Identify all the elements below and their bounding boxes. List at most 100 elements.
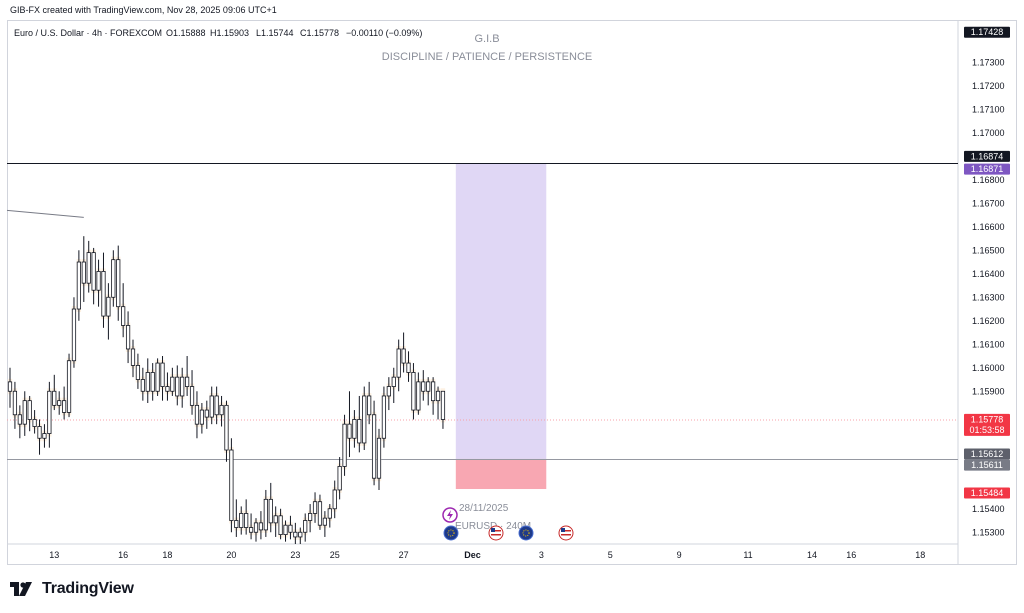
price-tag: 1.17428: [964, 26, 1010, 38]
tradingview-logo-icon: [10, 582, 32, 596]
price-tick-label: 1.16800: [972, 175, 1005, 185]
candle-body: [386, 386, 391, 397]
price-axis[interactable]: 1.17300 1.17200 1.17100 1.17000 1.16800 1.167…: [972, 57, 1005, 537]
levels-layer: [6, 163, 958, 460]
price-tick-label: 1.17300: [972, 57, 1005, 67]
candle-body: [258, 522, 264, 531]
candle: [376, 428, 382, 490]
candle-body: [435, 390, 441, 402]
candle-body: [175, 376, 180, 397]
position-layer: [455, 163, 547, 490]
candle: [357, 395, 362, 453]
legend-open: O1.15888: [166, 28, 206, 38]
candle: [91, 247, 96, 305]
candle-body: [121, 306, 126, 326]
eu-flag-icon[interactable]: [443, 525, 459, 541]
candle: [76, 250, 82, 321]
candle: [165, 372, 170, 401]
candle: [61, 386, 67, 420]
price-tick-label: 1.17000: [972, 128, 1005, 138]
price-tag-label: 1.16874: [971, 151, 1004, 161]
candle: [101, 252, 106, 328]
eu-flag-icon[interactable]: [518, 525, 534, 541]
tradingview-brand: TradingView: [42, 580, 134, 597]
price-tag-countdown: 01:53:58: [969, 425, 1004, 435]
event-markers[interactable]: 28/11/2025 EURUSD · 240M: [442, 503, 574, 541]
candle-body: [27, 400, 32, 420]
candle-body: [111, 259, 116, 298]
candle: [278, 508, 283, 540]
price-tag: 1.16871: [964, 163, 1010, 175]
candle-body: [396, 348, 401, 378]
us-flag-icon[interactable]: [558, 525, 574, 541]
candle-body: [391, 376, 396, 387]
candle-body: [32, 419, 37, 427]
candle: [32, 410, 37, 434]
candle-body: [37, 426, 42, 439]
candle: [421, 370, 426, 401]
candle: [52, 374, 57, 411]
candle: [396, 339, 401, 392]
candle-body: [96, 271, 101, 291]
price-tag-label: 1.15611: [971, 460, 1003, 470]
candle-body: [62, 400, 67, 413]
price-tag-label: 1.15612: [971, 449, 1004, 459]
price-tag-box: [964, 413, 1010, 436]
candle: [180, 367, 185, 408]
candle: [224, 400, 229, 462]
candle-body: [381, 395, 387, 439]
price-tag-label: 1.17428: [971, 27, 1004, 37]
candle-body: [219, 404, 224, 416]
candle-body: [180, 376, 185, 397]
candle: [219, 395, 224, 427]
footer: TradingView: [10, 578, 134, 600]
legend-symbol: Euro / U.S. Dollar · 4h · FOREXCOM: [14, 28, 162, 38]
candle-body: [248, 527, 254, 533]
price-tick-label: 1.16700: [972, 198, 1005, 208]
candle: [411, 363, 416, 420]
us-flag-icon[interactable]: [488, 525, 504, 541]
candle: [47, 381, 52, 448]
candle: [204, 400, 209, 429]
time-tick-label: 27: [399, 550, 409, 560]
candle-body: [298, 531, 303, 538]
time-tick-label: 18: [162, 550, 172, 560]
candle-body: [337, 466, 342, 491]
candle-body: [22, 400, 27, 425]
candle-body: [317, 501, 323, 526]
candle: [194, 391, 200, 439]
price-tag-box: [964, 487, 1010, 499]
candle: [150, 363, 155, 401]
candle-body: [327, 508, 332, 519]
candle: [263, 489, 269, 537]
candle-body: [371, 414, 377, 479]
candle: [22, 391, 27, 436]
candle: [298, 527, 303, 544]
time-axis[interactable]: 13 16 18 20 23 25 27 Dec 3 5 9 11 14 16 18: [49, 550, 925, 560]
candle-body: [106, 296, 111, 317]
candle-body: [204, 409, 209, 418]
price-tag-box: [964, 459, 1010, 471]
candle-body: [199, 409, 204, 425]
candle: [155, 358, 160, 396]
candle-body: [352, 419, 357, 439]
candle: [7, 367, 13, 408]
candle-body: [130, 348, 136, 366]
candle: [347, 391, 352, 458]
price-tag-box: [964, 150, 1010, 162]
candle: [17, 405, 23, 439]
candle-body: [155, 362, 160, 392]
candle: [322, 511, 328, 537]
candle-body: [362, 395, 367, 444]
candle: [283, 520, 288, 542]
candle-body: [86, 252, 91, 284]
candle: [440, 388, 446, 429]
time-tick-label: 20: [226, 550, 236, 560]
candle-body: [189, 386, 195, 406]
price-tag-box: [964, 26, 1010, 38]
candle: [435, 386, 441, 420]
candle: [184, 356, 190, 396]
time-tick-label: Dec: [464, 550, 481, 560]
price-tick-label: 1.15400: [972, 504, 1005, 514]
